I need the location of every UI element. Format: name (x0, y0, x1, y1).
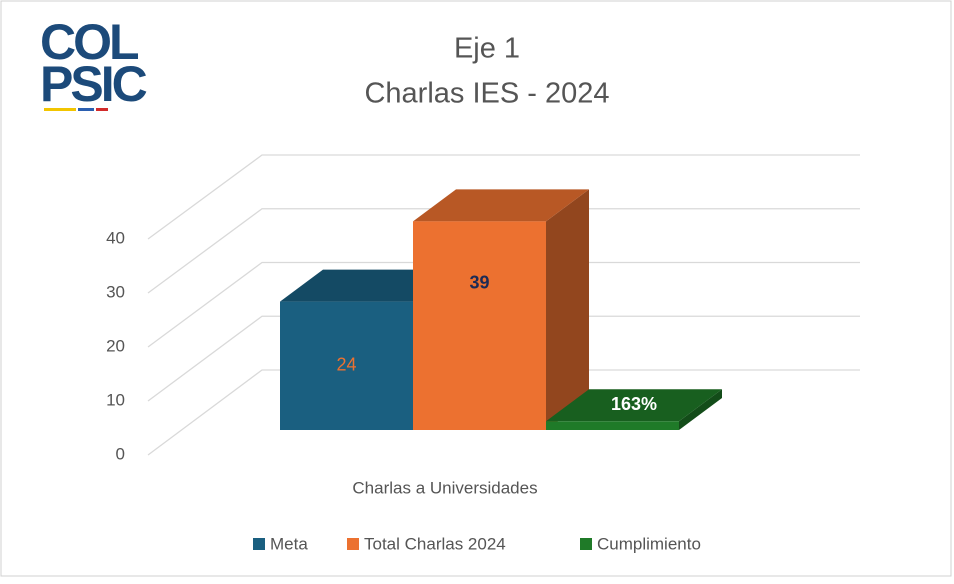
legend-swatch (580, 538, 592, 550)
bar-front (280, 301, 413, 430)
logo-text: COL (40, 14, 138, 70)
bar (546, 389, 722, 430)
grid-line (147, 154, 860, 240)
logo-stripe (78, 108, 94, 111)
legend-label: Meta (270, 534, 308, 553)
bar-front (413, 221, 546, 430)
chart-title: Eje 1 (454, 33, 520, 65)
grid-line (147, 208, 860, 294)
logo-stripe (96, 108, 108, 111)
bar (413, 189, 589, 430)
data-label: 39 (469, 273, 489, 293)
logo-text: PSIC (40, 56, 147, 112)
x-tick-label: Charlas a Universidades (352, 478, 537, 497)
bar-top (413, 189, 589, 222)
legend-swatch (253, 538, 265, 550)
chart-title: Charlas IES - 2024 (364, 78, 609, 110)
data-label: 163% (611, 394, 657, 414)
bar-front (546, 421, 679, 430)
legend-swatch (347, 538, 359, 550)
logo: COL PSIC (40, 14, 150, 112)
y-tick-label: 20 (106, 336, 125, 355)
y-tick-label: 30 (106, 282, 125, 301)
legend-label: Total Charlas 2024 (364, 534, 506, 553)
grid-line (147, 369, 860, 456)
bar-side (546, 189, 589, 430)
y-tick-label: 40 (106, 228, 125, 247)
bar-top (546, 389, 722, 422)
grid-line (147, 315, 860, 402)
logo-stripe (44, 108, 76, 111)
y-tick-label: 10 (106, 390, 125, 409)
bar-side (679, 389, 722, 430)
y-tick-label: 0 (116, 444, 125, 463)
bar-top (280, 269, 456, 302)
legend-label: Cumplimiento (597, 534, 701, 553)
data-label: 24 (336, 355, 356, 375)
grid-line (147, 261, 860, 348)
